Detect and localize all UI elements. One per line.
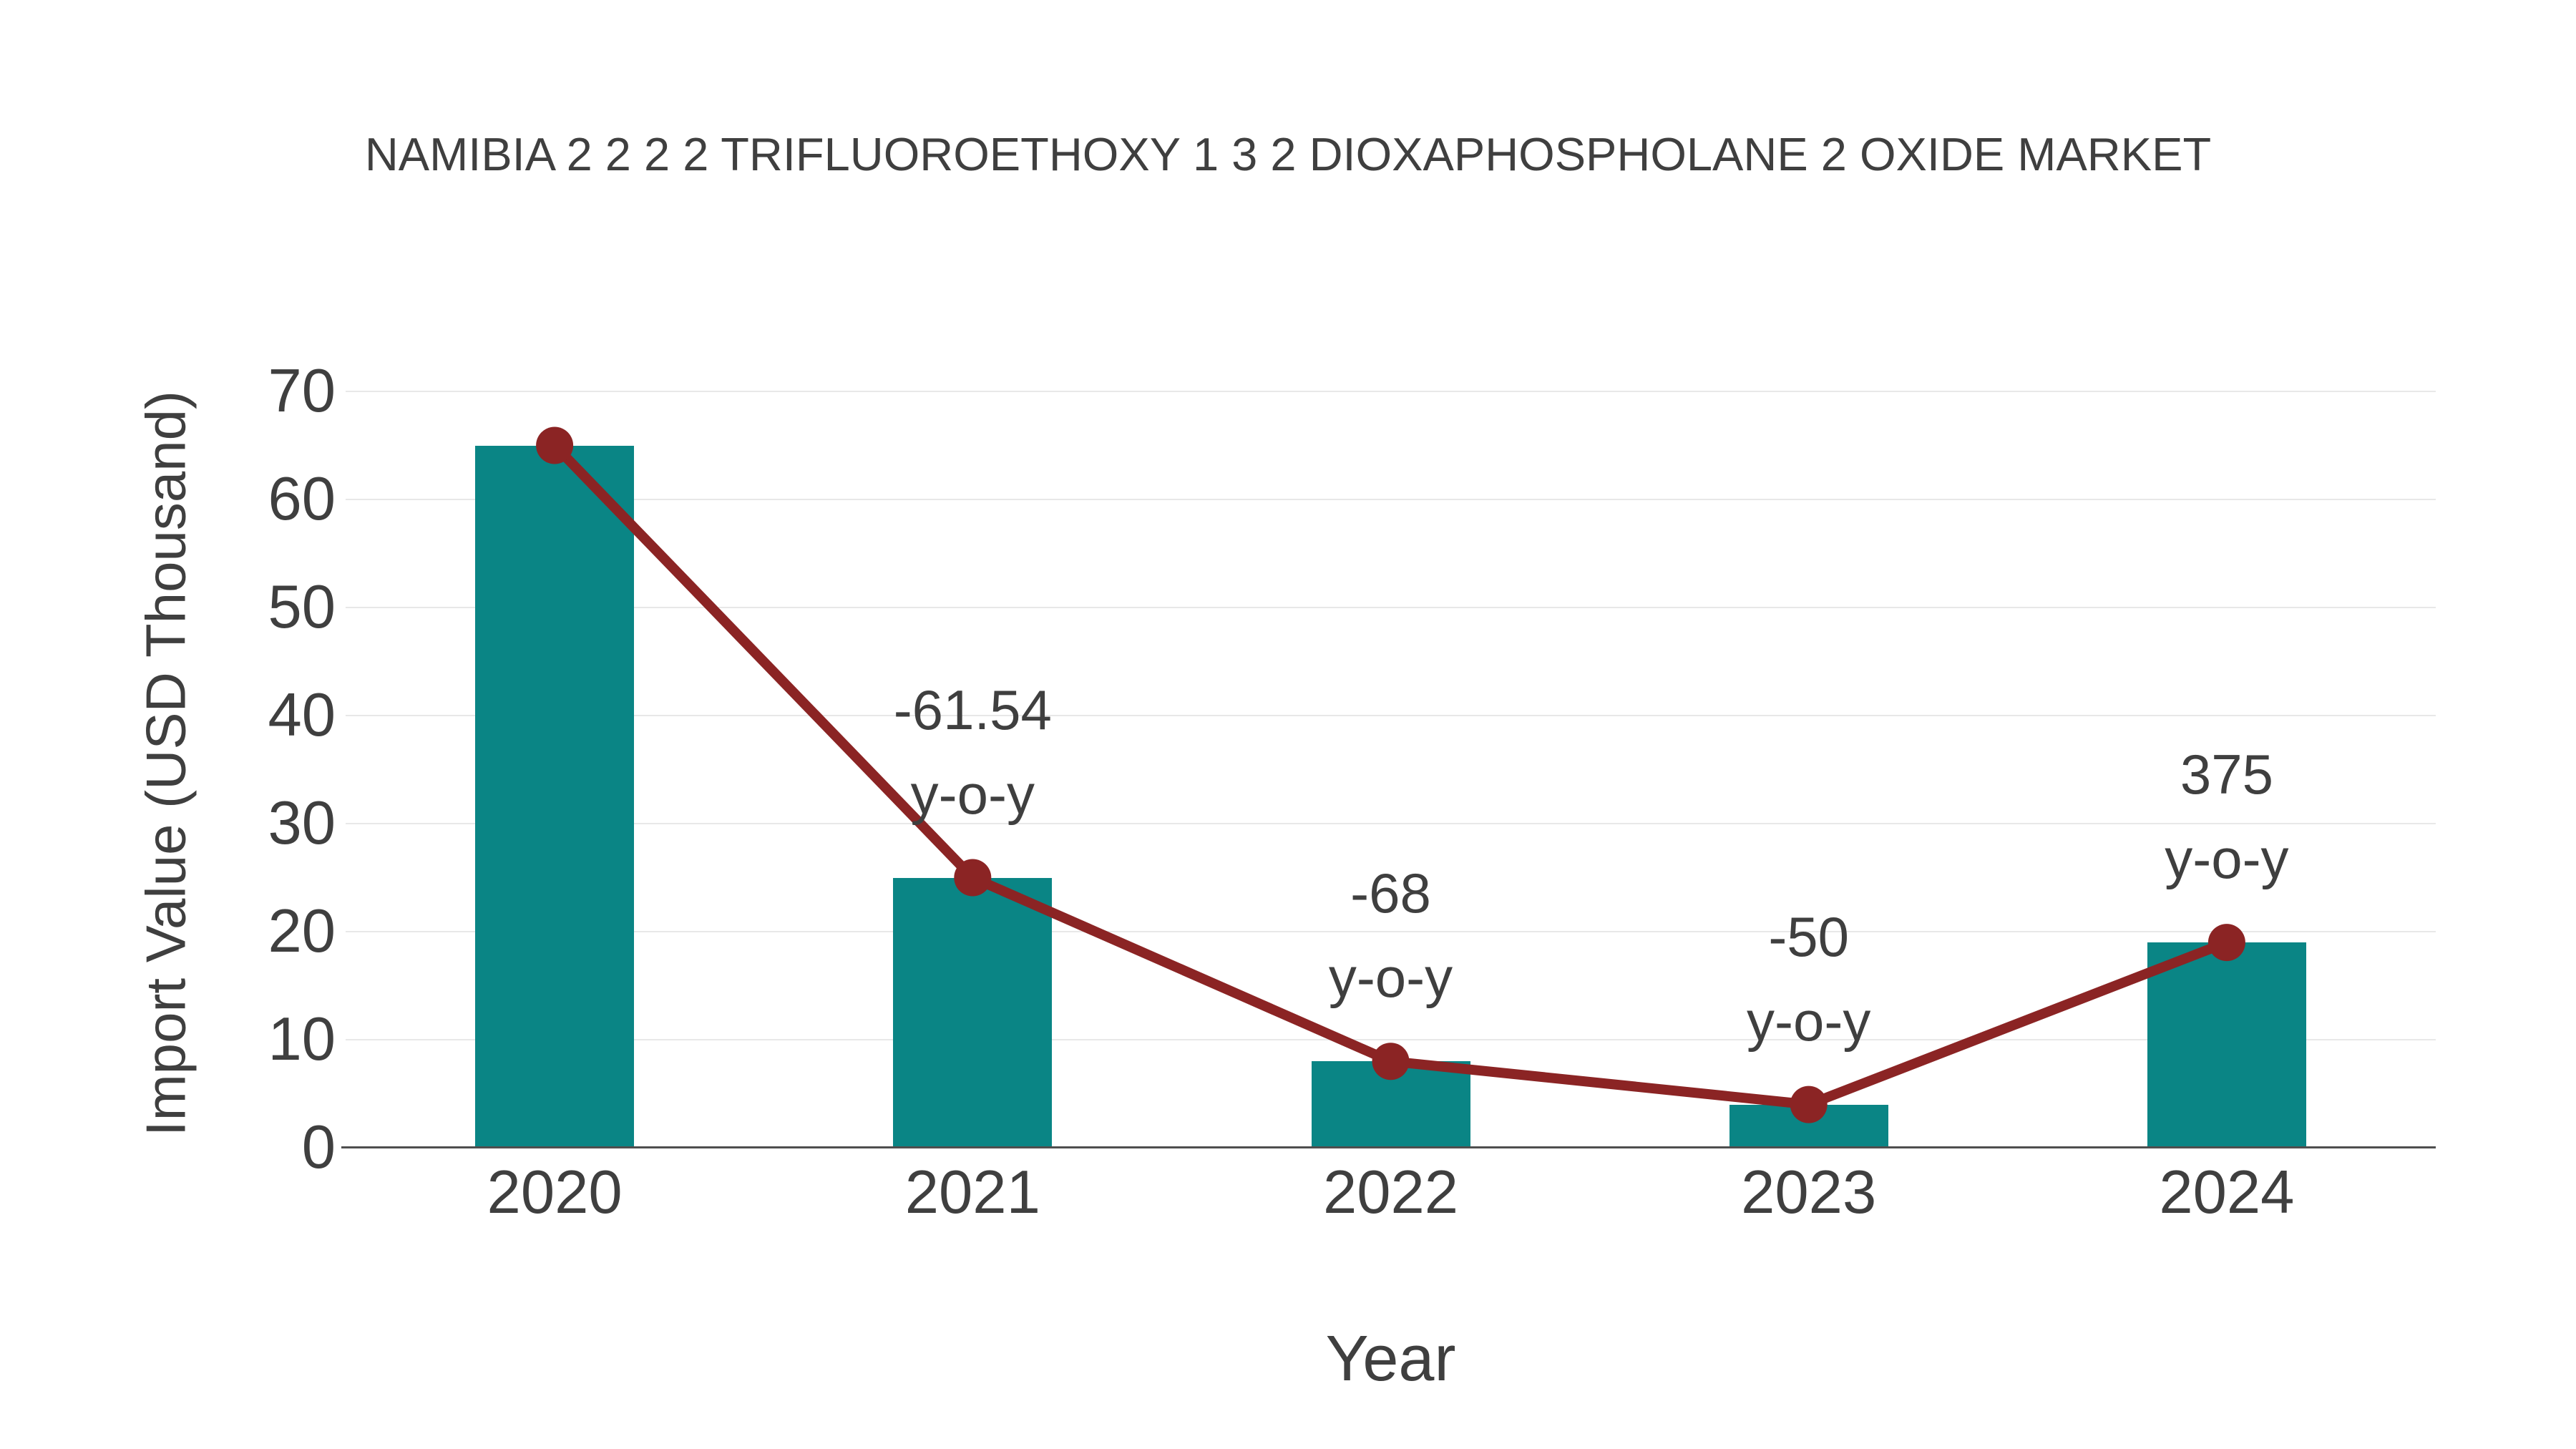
annotation-suffix: y-o-y xyxy=(910,762,1035,826)
x-tick-label: 2024 xyxy=(2159,1158,2295,1226)
data-point-marker xyxy=(536,426,574,464)
annotation-value: -61.54 xyxy=(893,678,1052,741)
data-point-marker xyxy=(954,859,992,897)
x-tick-label: 2020 xyxy=(487,1158,623,1226)
data-point-marker xyxy=(1790,1085,1828,1123)
bar xyxy=(893,877,1053,1148)
gridline xyxy=(346,607,2436,608)
y-tick-label: 10 xyxy=(268,1005,336,1073)
annotation: 375 y-o-y xyxy=(2165,732,2288,901)
gridline xyxy=(346,1039,2436,1040)
annotation-suffix: y-o-y xyxy=(2165,827,2289,891)
plot-area: 0 10 20 30 40 50 60 70 -61.54 y-o-y -68 y-o-y -50 y-o… xyxy=(268,361,2436,1224)
gridline xyxy=(346,499,2436,500)
data-point-marker xyxy=(1372,1043,1410,1080)
annotation-value: -50 xyxy=(1768,904,1850,968)
y-tick-label: 50 xyxy=(268,573,336,641)
gridline xyxy=(346,823,2436,824)
trend-line-layer xyxy=(536,426,2245,1123)
x-tick-label: 2023 xyxy=(1741,1158,1877,1226)
chart-title: NAMIBIA 2 2 2 2 TRIFLUOROETHOXY 1 3 2 DI… xyxy=(364,128,2212,180)
annotation: -68 y-o-y xyxy=(1329,851,1453,1020)
annotation-suffix: y-o-y xyxy=(1747,989,1871,1053)
bar xyxy=(475,445,635,1148)
gridline xyxy=(346,931,2436,932)
y-tick-label: 60 xyxy=(268,465,336,533)
x-axis-title: Year xyxy=(1325,1323,1456,1395)
y-tick-label: 40 xyxy=(268,681,336,749)
y-tick-label: 70 xyxy=(268,357,336,425)
y-tick-label: 30 xyxy=(268,789,336,857)
annotation-suffix: y-o-y xyxy=(1328,946,1453,1010)
gridline xyxy=(346,391,2436,392)
annotation: -50 y-o-y xyxy=(1747,894,1870,1063)
bar xyxy=(2147,942,2306,1148)
annotation-value: 375 xyxy=(2180,743,2273,806)
x-tick-label: 2021 xyxy=(904,1158,1040,1226)
y-tick-label: 20 xyxy=(268,897,336,965)
y-tick-label: 0 xyxy=(301,1113,336,1181)
x-tick-label: 2022 xyxy=(1322,1158,1459,1226)
annotation: -61.54 y-o-y xyxy=(894,668,1052,836)
data-point-marker xyxy=(2207,924,2245,962)
annotation-value: -68 xyxy=(1350,862,1431,925)
x-axis-line xyxy=(341,1146,2436,1148)
gridline xyxy=(346,715,2436,716)
